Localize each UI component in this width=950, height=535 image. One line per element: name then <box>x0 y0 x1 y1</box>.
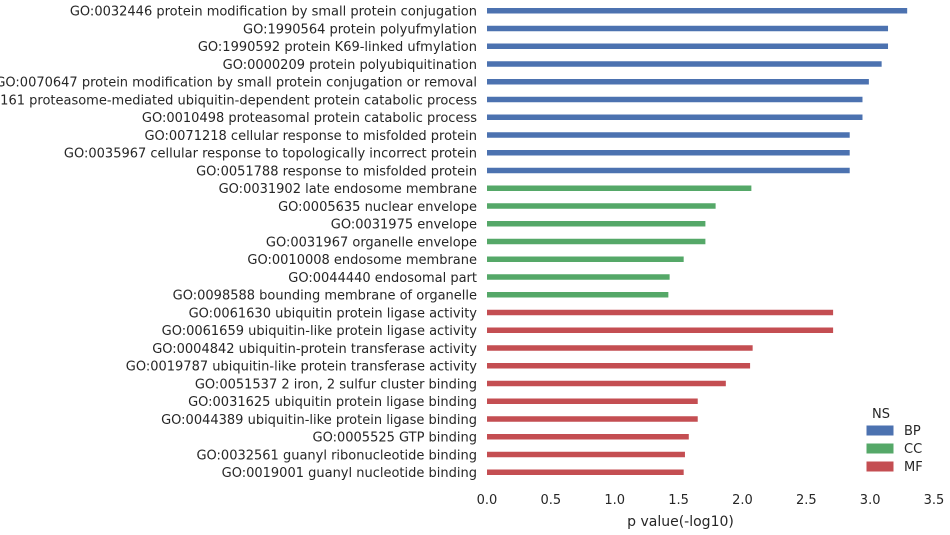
x-tick-label: 3.0 <box>860 493 881 508</box>
category-label: GO:0031967 organelle envelope <box>266 235 477 250</box>
bar <box>487 96 863 103</box>
category-label: GO:0010008 endosome membrane <box>247 253 477 268</box>
bar <box>487 434 689 440</box>
bars-group <box>487 8 908 475</box>
category-label: GO:1990592 protein K69-linked ufmylation <box>198 40 477 55</box>
bar <box>487 114 863 120</box>
bar <box>487 363 751 369</box>
bar <box>487 185 752 191</box>
category-label: GO:0070647 protein modification by small… <box>0 76 477 91</box>
bar <box>487 61 882 67</box>
category-label: GO:0044389 ubiquitin-like protein ligase… <box>161 413 477 428</box>
category-label: GO:0032561 guanyl ribonucleotide binding <box>196 448 477 463</box>
category-label: GO:0044440 endosomal part <box>288 271 477 286</box>
category-label: GO:0043161 proteasome-mediated ubiquitin… <box>0 93 477 108</box>
category-label: GO:0061630 ubiquitin protein ligase acti… <box>189 306 478 321</box>
category-label: GO:0004842 ubiquitin-protein transferase… <box>152 342 477 357</box>
bar <box>487 238 706 245</box>
legend-swatch <box>865 424 895 437</box>
x-axis-ticks: 0.0 0.5 1.0 1.5 2.0 2.5 3.0 3.5 <box>477 493 945 508</box>
category-label: GO:0010498 proteasomal protein catabolic… <box>142 111 477 126</box>
bar <box>487 8 908 14</box>
bar <box>487 79 869 85</box>
bar <box>487 292 669 298</box>
legend-swatch <box>865 460 895 473</box>
category-label: GO:0032446 protein modification by small… <box>70 5 477 20</box>
bar <box>487 416 698 422</box>
bar <box>487 398 698 404</box>
category-label: GO:0061659 ubiquitin-like protein ligase… <box>162 324 478 339</box>
category-label: GO:0000209 protein polyubiquitination <box>223 58 477 73</box>
bar <box>487 380 726 387</box>
bar <box>487 256 684 262</box>
x-tick-label: 0.5 <box>541 493 562 508</box>
legend-label: BP <box>904 424 921 439</box>
x-tick-label: 1.5 <box>668 493 689 508</box>
x-tick-label: 0.0 <box>477 493 498 508</box>
category-label: GO:0005525 GTP binding <box>313 431 477 446</box>
category-label: GO:0019001 guanyl nucleotide binding <box>222 466 477 481</box>
x-tick-label: 2.0 <box>732 493 753 508</box>
x-tick-label: 2.5 <box>796 493 817 508</box>
bar <box>487 203 716 209</box>
category-label: GO:0098588 bounding membrane of organell… <box>173 289 477 304</box>
x-tick-label: 1.0 <box>604 493 625 508</box>
legend-swatch <box>865 442 895 455</box>
category-label: GO:0071218 cellular response to misfolde… <box>144 129 477 144</box>
bar <box>487 327 834 333</box>
category-label: GO:0031975 envelope <box>331 218 477 233</box>
bar <box>487 345 753 351</box>
bar <box>487 167 850 174</box>
bar <box>487 274 670 280</box>
category-label: GO:0051537 2 iron, 2 sulfur cluster bind… <box>195 377 477 392</box>
category-label: GO:0031625 ubiquitin protein ligase bind… <box>188 395 477 410</box>
category-label: GO:0035967 cellular response to topologi… <box>64 147 477 162</box>
bar <box>487 469 684 475</box>
legend-title: NS <box>872 407 890 422</box>
category-label: GO:0005635 nuclear envelope <box>278 200 477 215</box>
legend: NS BP CC MF <box>865 407 923 475</box>
x-tick-label: 3.5 <box>924 493 945 508</box>
legend-label: MF <box>904 460 923 475</box>
category-label: GO:1990564 protein polyufmylation <box>243 22 477 37</box>
bar <box>487 309 834 316</box>
category-labels: GO:0032446 protein modification by small… <box>0 5 477 482</box>
x-axis-title: p value(-log10) <box>627 514 734 530</box>
bar <box>487 221 706 227</box>
bar <box>487 25 889 32</box>
category-label: GO:0019787 ubiquitin-like protein transf… <box>126 360 478 375</box>
bar <box>487 43 889 49</box>
bar <box>487 451 685 458</box>
bar <box>487 132 850 138</box>
legend-label: CC <box>904 442 922 457</box>
bar <box>487 150 850 156</box>
category-label: GO:0031902 late endosome membrane <box>219 182 477 197</box>
category-label: GO:0051788 response to misfolded protein <box>196 164 477 179</box>
